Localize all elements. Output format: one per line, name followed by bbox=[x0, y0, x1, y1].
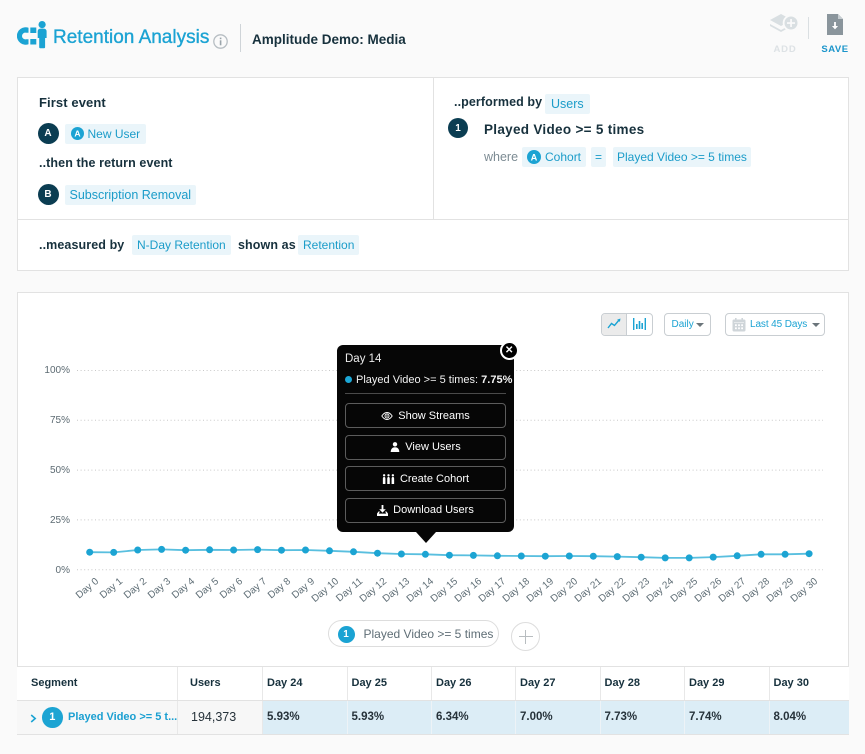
svg-text:A: A bbox=[74, 129, 80, 139]
svg-text:A: A bbox=[531, 152, 538, 162]
